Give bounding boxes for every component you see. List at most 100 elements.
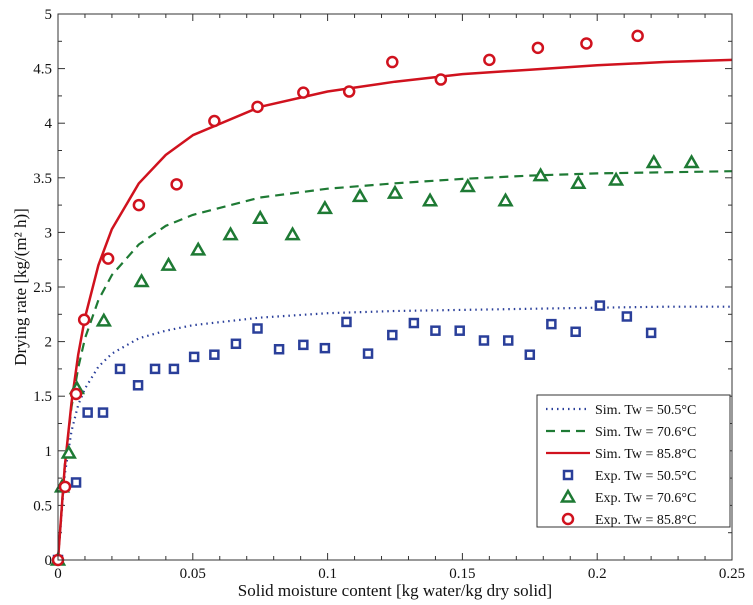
axis-ticks — [57, 13, 733, 561]
plot-frame — [57, 13, 733, 561]
square-marker — [621, 311, 633, 322]
square-marker — [594, 300, 606, 311]
circle-marker — [101, 252, 115, 265]
square-marker — [546, 318, 557, 330]
square-marker — [341, 316, 352, 328]
circle-marker — [561, 512, 575, 526]
triangle-marker — [160, 256, 177, 271]
y-tick-label: 2.5 — [33, 280, 52, 296]
square-marker — [149, 363, 161, 375]
square-marker — [454, 325, 465, 336]
triangle-marker — [645, 153, 662, 169]
x-tick-label: 0 — [54, 566, 62, 582]
sim-curve-dotted — [56, 305, 732, 561]
square-marker — [70, 477, 82, 488]
y-tick-label: 4 — [45, 116, 53, 132]
triangle-marker — [252, 209, 269, 224]
x-tick-label: 0.25 — [719, 566, 745, 582]
circle-marker — [531, 41, 545, 55]
y-tick-label: 0.5 — [33, 498, 52, 514]
y-tick-label: 1 — [45, 444, 53, 460]
y-tick-label: 2 — [45, 335, 53, 351]
square-marker — [298, 339, 309, 351]
triangle-marker — [459, 178, 476, 193]
circle-marker — [58, 480, 72, 494]
triangle-marker — [95, 312, 112, 327]
triangle-marker — [532, 167, 549, 182]
circle-marker — [132, 198, 146, 212]
legend-label: Sim. Tw = 70.6°C — [595, 425, 696, 440]
x-axis-title: Solid moisture content [kg water/kg dry … — [238, 581, 552, 600]
square-marker — [645, 327, 657, 339]
square-marker — [502, 335, 514, 346]
square-marker — [273, 343, 285, 355]
square-marker — [114, 363, 126, 375]
circle-marker — [251, 100, 264, 114]
square-marker — [252, 323, 263, 334]
square-marker — [362, 348, 374, 359]
triangle-marker — [190, 241, 207, 256]
legend-label: Exp. Tw = 50.5°C — [595, 469, 696, 484]
y-tick-label: 4.5 — [33, 62, 52, 78]
circle-marker — [77, 313, 91, 327]
sim-curve-dashed — [56, 170, 733, 561]
x-tick-label: 0.05 — [180, 566, 206, 582]
circle-marker — [342, 85, 356, 98]
circle-marker — [386, 55, 399, 69]
simulation-curves — [56, 58, 733, 561]
legend-box — [536, 394, 731, 528]
y-tick-label: 0 — [45, 553, 53, 569]
square-marker — [319, 342, 331, 354]
square-marker — [209, 349, 220, 360]
circle-marker — [434, 73, 448, 86]
x-tick-label: 0.2 — [588, 566, 607, 582]
triangle-marker — [351, 187, 369, 203]
triangle-marker — [222, 226, 239, 241]
square-marker — [562, 469, 574, 481]
square-marker — [408, 317, 420, 329]
triangle-marker — [60, 444, 77, 459]
y-tick-labels: 0 0.5 1 1.5 2 2.5 3 3.5 4 4.5 5 — [33, 7, 52, 569]
circle-marker — [69, 387, 83, 401]
square-marker — [387, 329, 398, 341]
triangle-marker — [133, 273, 150, 288]
legend: Sim. Tw = 50.5°C Sim. Tw = 70.6°C Sim. Tw … — [536, 394, 731, 528]
y-tick-label: 1.5 — [33, 389, 52, 405]
triangle-marker — [284, 226, 301, 241]
square-marker — [430, 325, 441, 336]
circle-marker — [170, 178, 183, 191]
triangle-marker — [607, 171, 625, 186]
circle-marker — [208, 114, 221, 128]
legend-label: Exp. Tw = 85.8°C — [595, 513, 696, 528]
y-tick-label: 3.5 — [33, 171, 52, 187]
triangle-marker — [683, 153, 700, 169]
triangle-marker — [316, 199, 334, 215]
square-marker — [97, 407, 109, 418]
x-tick-labels: 0 0.05 0.1 0.15 0.2 0.25 — [54, 566, 745, 582]
x-tick-label: 0.15 — [449, 566, 475, 582]
triangle-marker — [497, 192, 514, 207]
legend-label: Exp. Tw = 70.6°C — [595, 491, 696, 506]
square-marker — [188, 351, 200, 363]
square-marker — [168, 363, 180, 375]
sim-curve-solid — [56, 58, 733, 561]
circle-marker — [580, 37, 593, 50]
triangle-marker — [386, 184, 404, 199]
square-marker — [230, 338, 242, 350]
square-marker — [524, 349, 536, 360]
legend-label: Sim. Tw = 85.8°C — [595, 447, 696, 462]
y-axis-title: Drying rate [kg/(m² h)] — [11, 208, 30, 366]
circle-marker — [297, 86, 310, 99]
experimental-points — [49, 29, 700, 567]
triangle-marker — [421, 192, 439, 207]
x-tick-label: 0.1 — [318, 566, 337, 582]
y-tick-label: 5 — [45, 7, 53, 23]
square-marker — [570, 326, 581, 338]
legend-label: Sim. Tw = 50.5°C — [595, 403, 696, 418]
y-tick-label: 3 — [45, 225, 53, 241]
square-marker — [478, 335, 490, 346]
square-marker — [82, 407, 93, 418]
circle-marker — [483, 53, 496, 67]
square-marker — [132, 380, 144, 391]
triangle-marker — [570, 174, 587, 190]
